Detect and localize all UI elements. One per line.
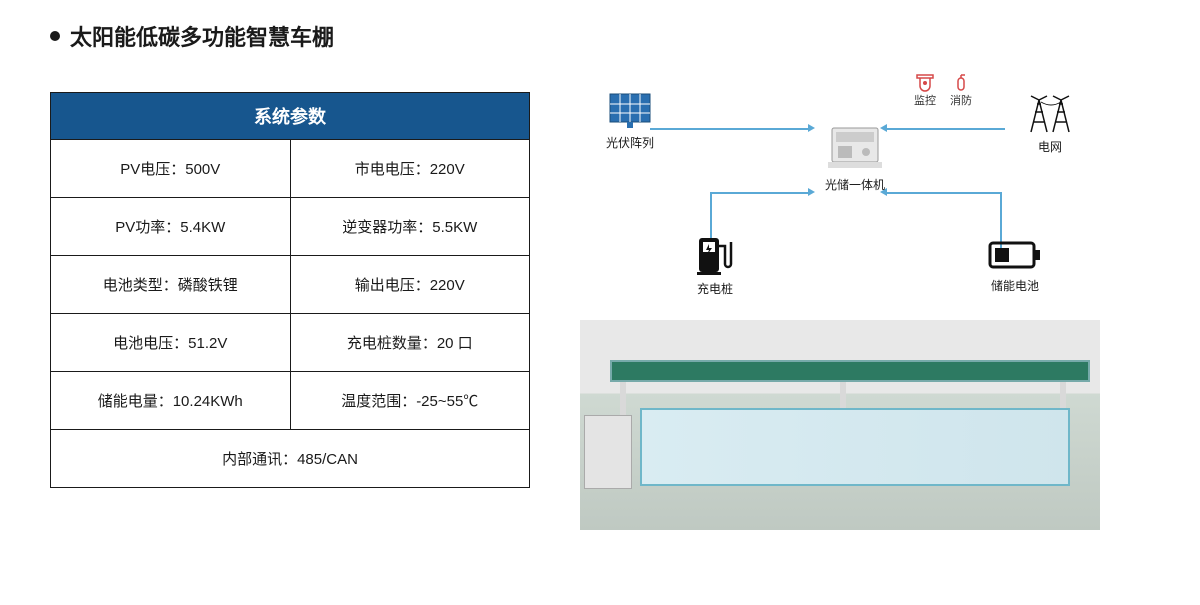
- table-row: 内部通讯：485/CAN: [51, 429, 529, 487]
- param-cell: PV电压：500V: [51, 140, 290, 197]
- conn-line: [650, 128, 810, 130]
- solar-panel-icon: [590, 92, 670, 130]
- camera-icon: [908, 72, 942, 92]
- param-table: 系统参数 PV电压：500V 市电电压：220V PV功率：5.4KW 逆变器功…: [50, 92, 530, 488]
- node-grid: 电网: [1010, 92, 1090, 155]
- node-label: 电网: [1010, 138, 1090, 155]
- extinguisher-icon: [944, 72, 978, 92]
- installation-photo: [580, 320, 1100, 530]
- param-table-header: 系统参数: [51, 93, 529, 139]
- node-monitor: 监控: [908, 72, 942, 108]
- conn-line: [885, 192, 1002, 194]
- param-cell: 内部通讯：485/CAN: [51, 430, 529, 487]
- node-inverter: 光储一体机: [815, 122, 895, 193]
- param-rows: PV电压：500V 市电电压：220V PV功率：5.4KW 逆变器功率：5.5…: [51, 139, 529, 487]
- conn-line: [710, 192, 810, 194]
- param-cell: 储能电量：10.24KWh: [51, 372, 290, 429]
- charging-station-icon: [675, 232, 755, 276]
- right-column: 光伏阵列 监控 消防: [580, 92, 1150, 530]
- node-label: 消防: [944, 92, 978, 108]
- power-grid-icon: [1010, 92, 1090, 134]
- node-charger: 充电桩: [675, 232, 755, 297]
- param-cell: 电池类型：磷酸铁锂: [51, 256, 290, 313]
- page-title-row: 太阳能低碳多功能智慧车棚: [50, 20, 1150, 52]
- table-row: PV电压：500V 市电电压：220V: [51, 139, 529, 197]
- node-fire: 消防: [944, 72, 978, 108]
- param-cell: 输出电压：220V: [290, 256, 530, 313]
- node-label: 监控: [908, 92, 942, 108]
- node-battery: 储能电池: [975, 237, 1055, 294]
- system-diagram: 光伏阵列 监控 消防: [580, 92, 1100, 302]
- table-row: 电池类型：磷酸铁锂 输出电压：220V: [51, 255, 529, 313]
- node-pv-array: 光伏阵列: [590, 92, 670, 151]
- node-label: 储能电池: [975, 277, 1055, 294]
- photo-shape: [584, 415, 632, 489]
- node-label: 光储一体机: [815, 176, 895, 193]
- conn-line: [885, 128, 1005, 130]
- param-cell: 电池电压：51.2V: [51, 314, 290, 371]
- content-row: 系统参数 PV电压：500V 市电电压：220V PV功率：5.4KW 逆变器功…: [50, 92, 1150, 530]
- page-title: 太阳能低碳多功能智慧车棚: [70, 20, 334, 52]
- photo-shape: [610, 360, 1090, 382]
- node-label: 光伏阵列: [590, 134, 670, 151]
- arrow-icon: [808, 188, 815, 196]
- node-label: 充电桩: [675, 280, 755, 297]
- bullet-icon: [50, 31, 60, 41]
- param-cell: 市电电压：220V: [290, 140, 530, 197]
- param-cell: 充电桩数量：20 口: [290, 314, 530, 371]
- battery-icon: [975, 237, 1055, 273]
- table-row: PV功率：5.4KW 逆变器功率：5.5KW: [51, 197, 529, 255]
- param-cell: 逆变器功率：5.5KW: [290, 198, 530, 255]
- table-row: 电池电压：51.2V 充电桩数量：20 口: [51, 313, 529, 371]
- arrow-icon: [808, 124, 815, 132]
- photo-shape: [640, 408, 1070, 486]
- param-cell: PV功率：5.4KW: [51, 198, 290, 255]
- table-row: 储能电量：10.24KWh 温度范围：-25~55℃: [51, 371, 529, 429]
- param-cell: 温度范围：-25~55℃: [290, 372, 530, 429]
- inverter-icon: [815, 122, 895, 172]
